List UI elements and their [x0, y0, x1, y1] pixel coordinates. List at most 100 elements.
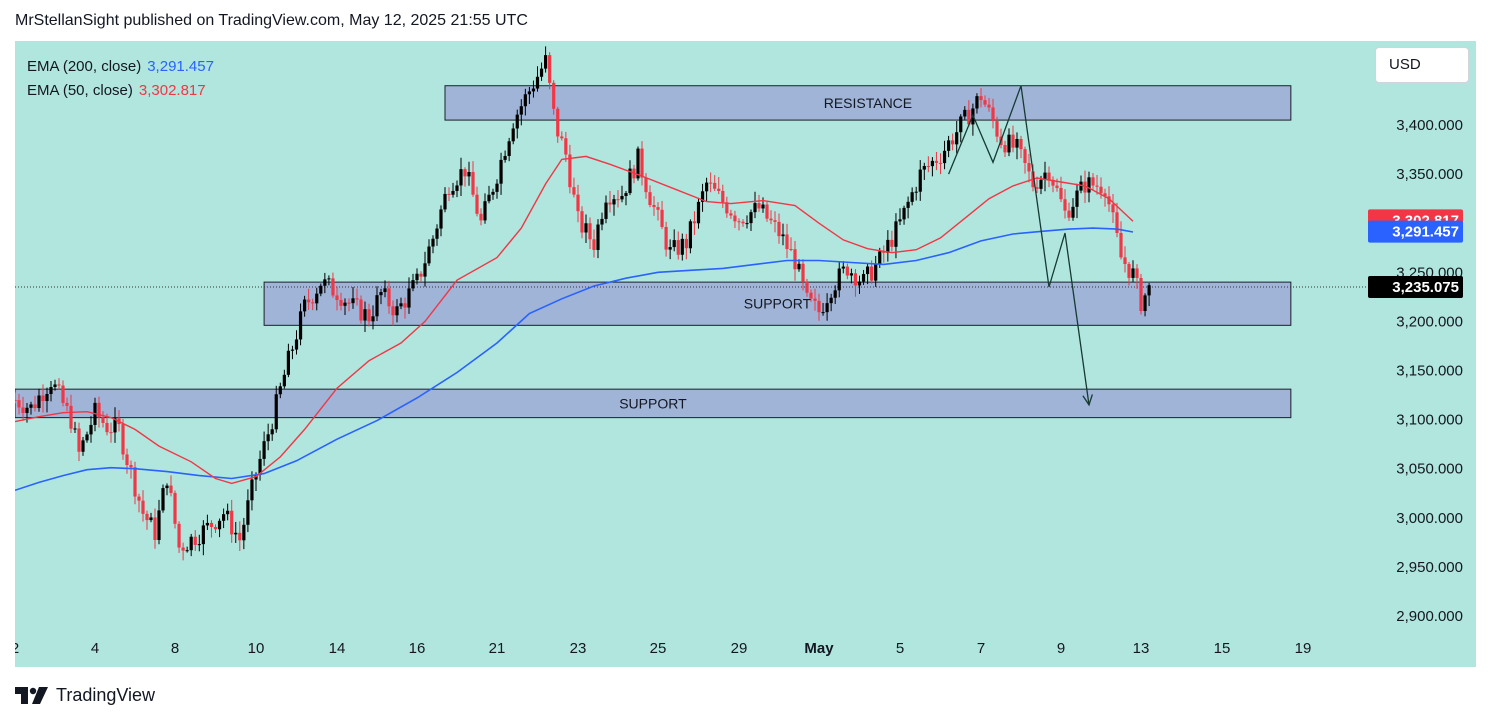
candle-body — [624, 193, 628, 196]
candle — [262, 431, 266, 466]
candle — [874, 255, 878, 287]
candle — [379, 288, 383, 305]
candle — [1067, 202, 1071, 222]
currency-button[interactable]: USD — [1375, 47, 1469, 83]
candle-body — [1095, 185, 1099, 187]
candle-body — [109, 432, 113, 434]
candle — [967, 100, 971, 127]
candle-body — [821, 312, 825, 314]
candle — [347, 298, 351, 312]
candle — [922, 162, 926, 180]
candle — [640, 141, 644, 186]
candle-body — [395, 306, 399, 316]
candle-body — [894, 221, 898, 247]
candle — [1103, 188, 1107, 207]
candle — [17, 393, 21, 415]
candle — [113, 407, 117, 443]
candle-body — [262, 441, 266, 459]
legend-ema50[interactable]: EMA (50, close) 3,302.817 — [27, 79, 214, 103]
candle-body — [387, 288, 391, 307]
candle-body — [201, 525, 205, 545]
candle — [564, 131, 568, 162]
candle — [298, 303, 303, 346]
candle-body — [1107, 196, 1111, 205]
candle-body — [1063, 199, 1067, 211]
candle — [427, 239, 431, 266]
candle — [882, 245, 886, 263]
candle-body — [391, 306, 395, 316]
candle — [109, 422, 113, 443]
candle-body — [81, 440, 85, 452]
candle — [789, 237, 793, 252]
candle — [1135, 264, 1139, 289]
candle-body — [861, 274, 866, 282]
candle — [1115, 202, 1119, 238]
candle — [938, 153, 943, 175]
candle-body — [841, 266, 845, 269]
chart-canvas[interactable]: RESISTANCE SUPPORT SUPPORT 3,400.000 3,350.0… — [15, 41, 1476, 667]
x-tick-label: 7 — [977, 640, 985, 657]
candle-body — [491, 191, 495, 195]
candle — [363, 301, 367, 332]
legend-ema200[interactable]: EMA (200, close) 3,291.457 — [27, 55, 214, 79]
candle — [1087, 171, 1091, 203]
candle — [359, 295, 363, 324]
candle-body — [612, 199, 616, 205]
candle-body — [327, 278, 331, 280]
candle-body — [1023, 149, 1027, 163]
candle-body — [475, 194, 479, 214]
candle-body — [1127, 264, 1131, 278]
candle-body — [930, 160, 934, 167]
candle — [853, 269, 858, 297]
candle — [435, 224, 439, 246]
candle — [57, 378, 61, 390]
candle — [403, 297, 407, 319]
candle-body — [1075, 190, 1079, 207]
candle-body — [270, 429, 274, 435]
candle-body — [315, 293, 319, 304]
candle — [688, 219, 692, 254]
y-tick-label: 3,200.000 — [1396, 313, 1463, 330]
candle-body — [1007, 134, 1011, 153]
candle-body — [307, 299, 311, 303]
candle — [443, 187, 447, 213]
candle — [515, 109, 519, 139]
candle — [101, 411, 105, 428]
candle-body — [153, 517, 157, 540]
zone-label: SUPPORT — [619, 395, 687, 411]
candle — [319, 283, 323, 297]
candle-body — [17, 400, 21, 408]
candle-body — [403, 303, 407, 308]
candle-body — [680, 238, 684, 255]
candle — [185, 546, 189, 553]
candle — [157, 499, 161, 545]
candle — [15, 392, 17, 404]
candle — [45, 387, 49, 413]
candle — [487, 185, 491, 204]
candle — [624, 190, 628, 206]
candle-body — [185, 550, 189, 552]
candle-body — [85, 434, 89, 441]
candle — [1043, 161, 1047, 192]
candle-body — [648, 192, 652, 205]
zone-label: SUPPORT — [744, 296, 812, 312]
candle-body — [242, 524, 246, 541]
candle-body — [443, 193, 447, 210]
candle-body — [65, 402, 69, 406]
candle-body — [399, 303, 403, 307]
candle-body — [604, 202, 608, 219]
chart-plot-area[interactable]: RESISTANCE SUPPORT SUPPORT 3,400.000 3,350.0… — [15, 41, 1476, 667]
candle-body — [947, 140, 951, 151]
candle-body — [282, 374, 286, 387]
candle — [1019, 135, 1023, 159]
candle — [149, 512, 153, 523]
candle-body — [922, 166, 926, 170]
candle-body — [765, 204, 769, 219]
candle — [499, 152, 503, 195]
candle — [97, 396, 101, 428]
candle-body — [910, 192, 914, 202]
candle — [696, 197, 701, 229]
candle-body — [878, 251, 882, 265]
candle-body — [825, 303, 829, 313]
candle-body — [688, 221, 692, 249]
